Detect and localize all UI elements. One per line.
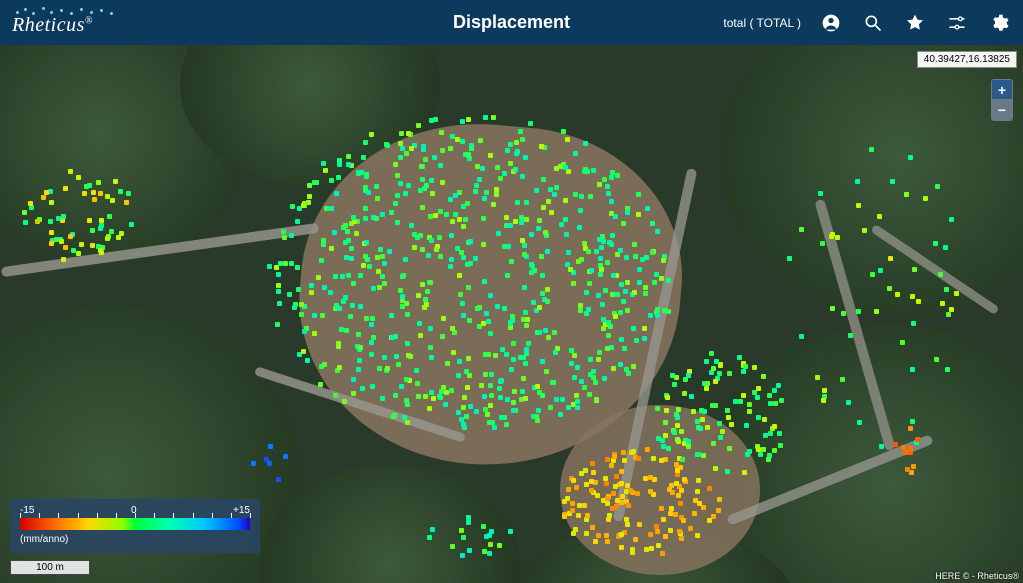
scale-bar: 100 m	[10, 560, 90, 575]
zoom-control: + −	[991, 79, 1013, 121]
status-text: total ( TOTAL )	[723, 16, 801, 30]
legend-gradient	[20, 518, 250, 530]
zoom-out-button[interactable]: −	[992, 100, 1012, 120]
search-icon[interactable]	[861, 11, 885, 35]
logo: Rheticus®	[12, 8, 93, 37]
star-icon[interactable]	[903, 11, 927, 35]
zoom-in-button[interactable]: +	[992, 80, 1012, 100]
header-actions: total ( TOTAL )	[723, 11, 1011, 35]
color-legend: -15 0 +15 (mm/anno)	[10, 499, 260, 553]
logo-reg: ®	[85, 15, 93, 26]
legend-unit: (mm/anno)	[20, 534, 250, 545]
app-header: Rheticus® Displacement total ( TOTAL )	[0, 0, 1023, 45]
tune-icon[interactable]	[945, 11, 969, 35]
account-icon[interactable]	[819, 11, 843, 35]
logo-dots	[12, 6, 122, 16]
gear-icon[interactable]	[987, 11, 1011, 35]
map-canvas[interactable]: 40.39427,16.13825 + − -15 0 +15 (mm/anno…	[0, 45, 1023, 583]
map-attribution: HERE © - Rheticus®	[935, 571, 1019, 581]
coordinates-readout: 40.39427,16.13825	[917, 51, 1017, 68]
logo-text: Rheticus	[12, 14, 85, 36]
page-title: Displacement	[453, 12, 570, 33]
